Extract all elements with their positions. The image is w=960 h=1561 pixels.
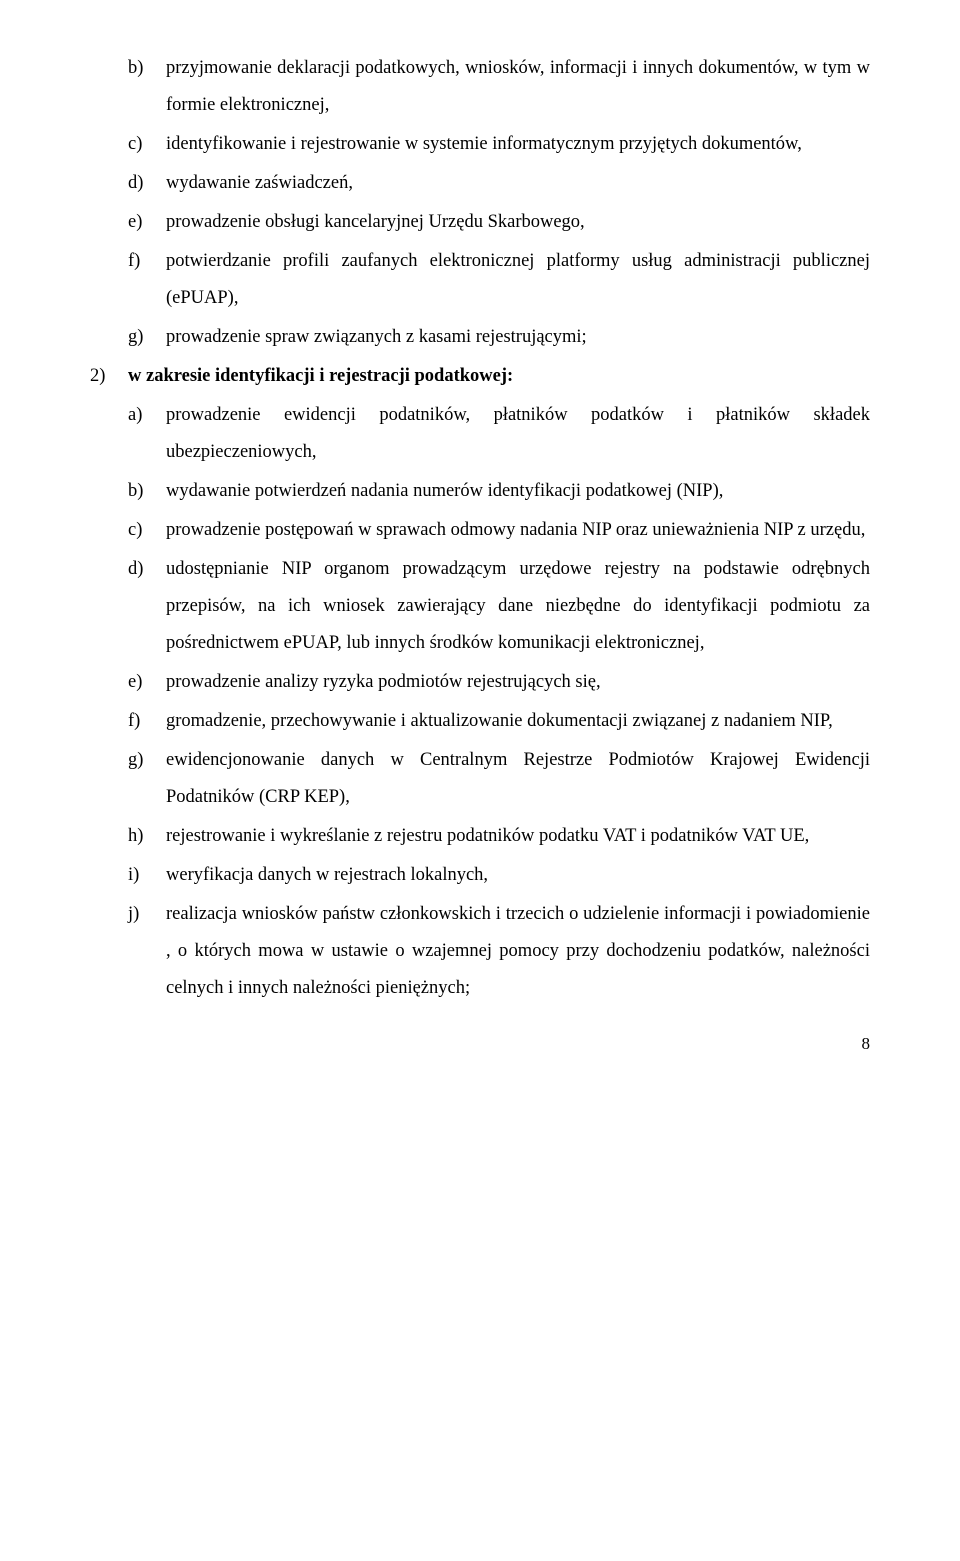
- list-text: prowadzenie obsługi kancelaryjnej Urzędu…: [166, 204, 870, 241]
- list-marker: b): [128, 50, 166, 124]
- list-text: przyjmowanie deklaracji podatkowych, wni…: [166, 50, 870, 124]
- list-marker: j): [128, 896, 166, 1007]
- list-text: weryfikacja danych w rejestrach lokalnyc…: [166, 857, 870, 894]
- list-marker: a): [128, 397, 166, 471]
- list-marker: c): [128, 126, 166, 163]
- list-text: gromadzenie, przechowywanie i aktualizow…: [166, 703, 870, 740]
- list-item: g)prowadzenie spraw związanych z kasami …: [90, 319, 870, 356]
- list-text: prowadzenie analizy ryzyka podmiotów rej…: [166, 664, 870, 701]
- list-item: d)wydawanie zaświadczeń,: [90, 165, 870, 202]
- list-marker: e): [128, 664, 166, 701]
- list-item: e)prowadzenie analizy ryzyka podmiotów r…: [90, 664, 870, 701]
- list-item: g)ewidencjonowanie danych w Centralnym R…: [90, 742, 870, 816]
- list-text: ewidencjonowanie danych w Centralnym Rej…: [166, 742, 870, 816]
- list-marker: d): [128, 551, 166, 662]
- list-item: b)wydawanie potwierdzeń nadania numerów …: [90, 473, 870, 510]
- list-marker: e): [128, 204, 166, 241]
- list-item: a)prowadzenie ewidencji podatników, płat…: [90, 397, 870, 471]
- list-text: udostępnianie NIP organom prowadzącym ur…: [166, 551, 870, 662]
- page-number: 8: [90, 1027, 870, 1061]
- list-text: rejestrowanie i wykreślanie z rejestru p…: [166, 818, 870, 855]
- list-text: prowadzenie postępowań w sprawach odmowy…: [166, 512, 870, 549]
- list-marker: f): [128, 703, 166, 740]
- list-text: prowadzenie spraw związanych z kasami re…: [166, 319, 870, 356]
- list-item: f)potwierdzanie profili zaufanych elektr…: [90, 243, 870, 317]
- list-item: d)udostępnianie NIP organom prowadzącym …: [90, 551, 870, 662]
- list-marker: 2): [90, 358, 128, 395]
- list-marker: i): [128, 857, 166, 894]
- list-item: e)prowadzenie obsługi kancelaryjnej Urzę…: [90, 204, 870, 241]
- list-marker: c): [128, 512, 166, 549]
- list-text: realizacja wniosków państw członkowskich…: [166, 896, 870, 1007]
- list-marker: h): [128, 818, 166, 855]
- list-text: prowadzenie ewidencji podatników, płatni…: [166, 397, 870, 471]
- list-marker: d): [128, 165, 166, 202]
- list-text: w zakresie identyfikacji i rejestracji p…: [128, 358, 870, 395]
- list-item: i)weryfikacja danych w rejestrach lokaln…: [90, 857, 870, 894]
- list-item: 2)w zakresie identyfikacji i rejestracji…: [90, 358, 870, 395]
- list-marker: g): [128, 742, 166, 816]
- list-item: f)gromadzenie, przechowywanie i aktualiz…: [90, 703, 870, 740]
- document-list: b)przyjmowanie deklaracji podatkowych, w…: [90, 50, 870, 1007]
- list-item: h)rejestrowanie i wykreślanie z rejestru…: [90, 818, 870, 855]
- list-text: wydawanie potwierdzeń nadania numerów id…: [166, 473, 870, 510]
- list-text: identyfikowanie i rejestrowanie w system…: [166, 126, 870, 163]
- list-marker: f): [128, 243, 166, 317]
- list-item: c)prowadzenie postępowań w sprawach odmo…: [90, 512, 870, 549]
- list-item: c)identyfikowanie i rejestrowanie w syst…: [90, 126, 870, 163]
- list-marker: b): [128, 473, 166, 510]
- list-item: b)przyjmowanie deklaracji podatkowych, w…: [90, 50, 870, 124]
- list-item: j)realizacja wniosków państw członkowski…: [90, 896, 870, 1007]
- list-text: wydawanie zaświadczeń,: [166, 165, 870, 202]
- list-marker: g): [128, 319, 166, 356]
- list-text: potwierdzanie profili zaufanych elektron…: [166, 243, 870, 317]
